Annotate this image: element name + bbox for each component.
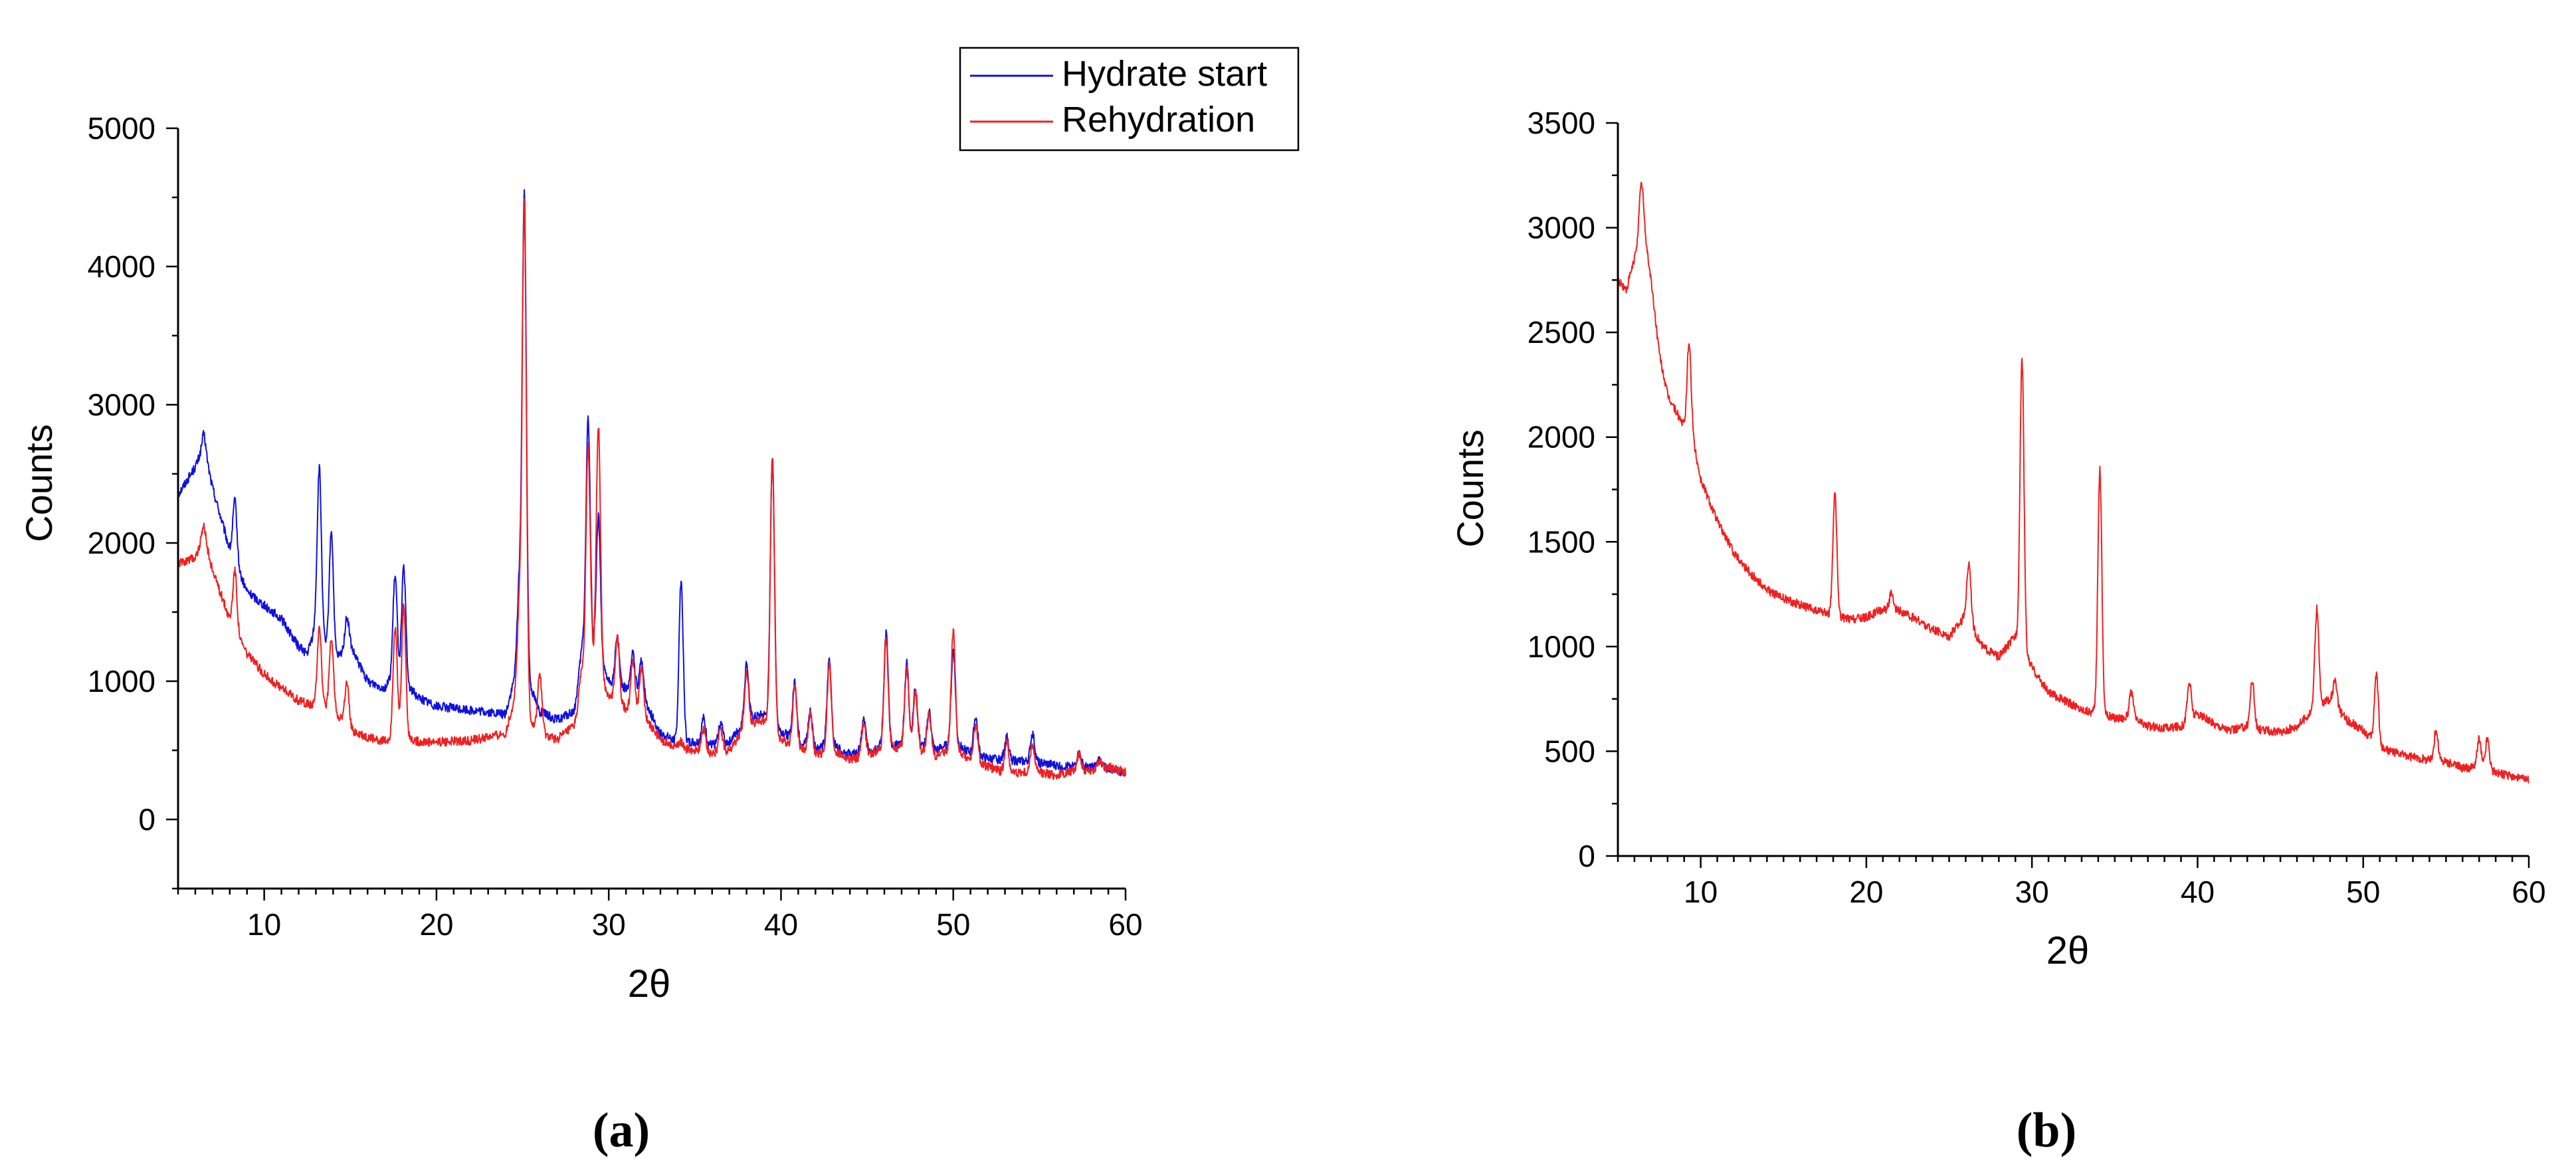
axes-b: 10 20 30 40 50 60 0 500 1000 1500 2000 2500 3000 3500 — [1528, 106, 2546, 909]
x-tick-label: 40 — [2181, 875, 2215, 909]
y-tick-label: 1000 — [88, 664, 155, 698]
series-line-a-rehydration — [177, 198, 1126, 780]
y-tick-label: 3000 — [88, 387, 155, 422]
y-tick-label: 4000 — [88, 249, 155, 284]
x-axis-label-a: 2θ — [628, 962, 671, 1006]
x-tick-label: 50 — [2346, 875, 2380, 909]
chart-panel-b: 10 20 30 40 50 60 0 500 1000 1500 2000 2500 3000 3500… — [1449, 106, 2546, 1158]
y-tick-label: 500 — [1544, 734, 1595, 768]
y-axis-label-b: Counts — [1449, 429, 1491, 547]
x-tick-label: 20 — [419, 907, 453, 942]
axes-a: 10 20 30 40 50 60 0 1000 2000 3000 4000 5000 — [88, 111, 1143, 942]
series-line-b-0 — [1617, 181, 2529, 784]
series-group-b — [1617, 181, 2529, 784]
x-tick-label: 20 — [1849, 875, 1883, 909]
y-tick-label: 2000 — [88, 526, 155, 560]
y-tick-label: 3000 — [1528, 211, 1595, 245]
y-tick-label: 1500 — [1528, 524, 1595, 559]
y-tick-label: 3500 — [1528, 106, 1595, 140]
x-axis-label-b: 2θ — [2046, 929, 2090, 972]
y-tick-label: 5000 — [88, 111, 155, 146]
x-tick-label: 40 — [764, 907, 798, 942]
y-tick-label: 0 — [138, 802, 155, 837]
y-tick-label: 2500 — [1528, 315, 1595, 350]
x-tick-label: 60 — [2512, 875, 2545, 909]
x-tick-label: 30 — [592, 907, 626, 942]
x-tick-label: 10 — [247, 907, 281, 942]
x-tick-label: 30 — [2015, 875, 2049, 909]
panel-label-a: (a) — [593, 1103, 650, 1158]
series-line-a-hydrate-start — [177, 189, 1126, 777]
legend-box — [959, 47, 1300, 152]
y-axis-label-a: Counts — [18, 424, 60, 542]
y-tick-label: 1000 — [1528, 629, 1595, 664]
legend-label-rehydration: Rehydration — [1062, 100, 1255, 140]
x-tick-label: 50 — [936, 907, 970, 942]
y-tick-label: 0 — [1578, 839, 1595, 873]
x-tick-label: 60 — [1108, 907, 1142, 942]
panel-label-b: (b) — [2017, 1103, 2076, 1158]
y-tick-label: 2000 — [1528, 420, 1595, 455]
legend-label-hydrate-start: Hydrate start — [1062, 54, 1267, 94]
x-tick-label: 10 — [1684, 875, 1718, 909]
series-group-a — [177, 189, 1126, 780]
chart-panel-a: 10 20 30 40 50 60 0 1000 2000 3000 4000 5000 Hydrat… — [18, 47, 1300, 1158]
